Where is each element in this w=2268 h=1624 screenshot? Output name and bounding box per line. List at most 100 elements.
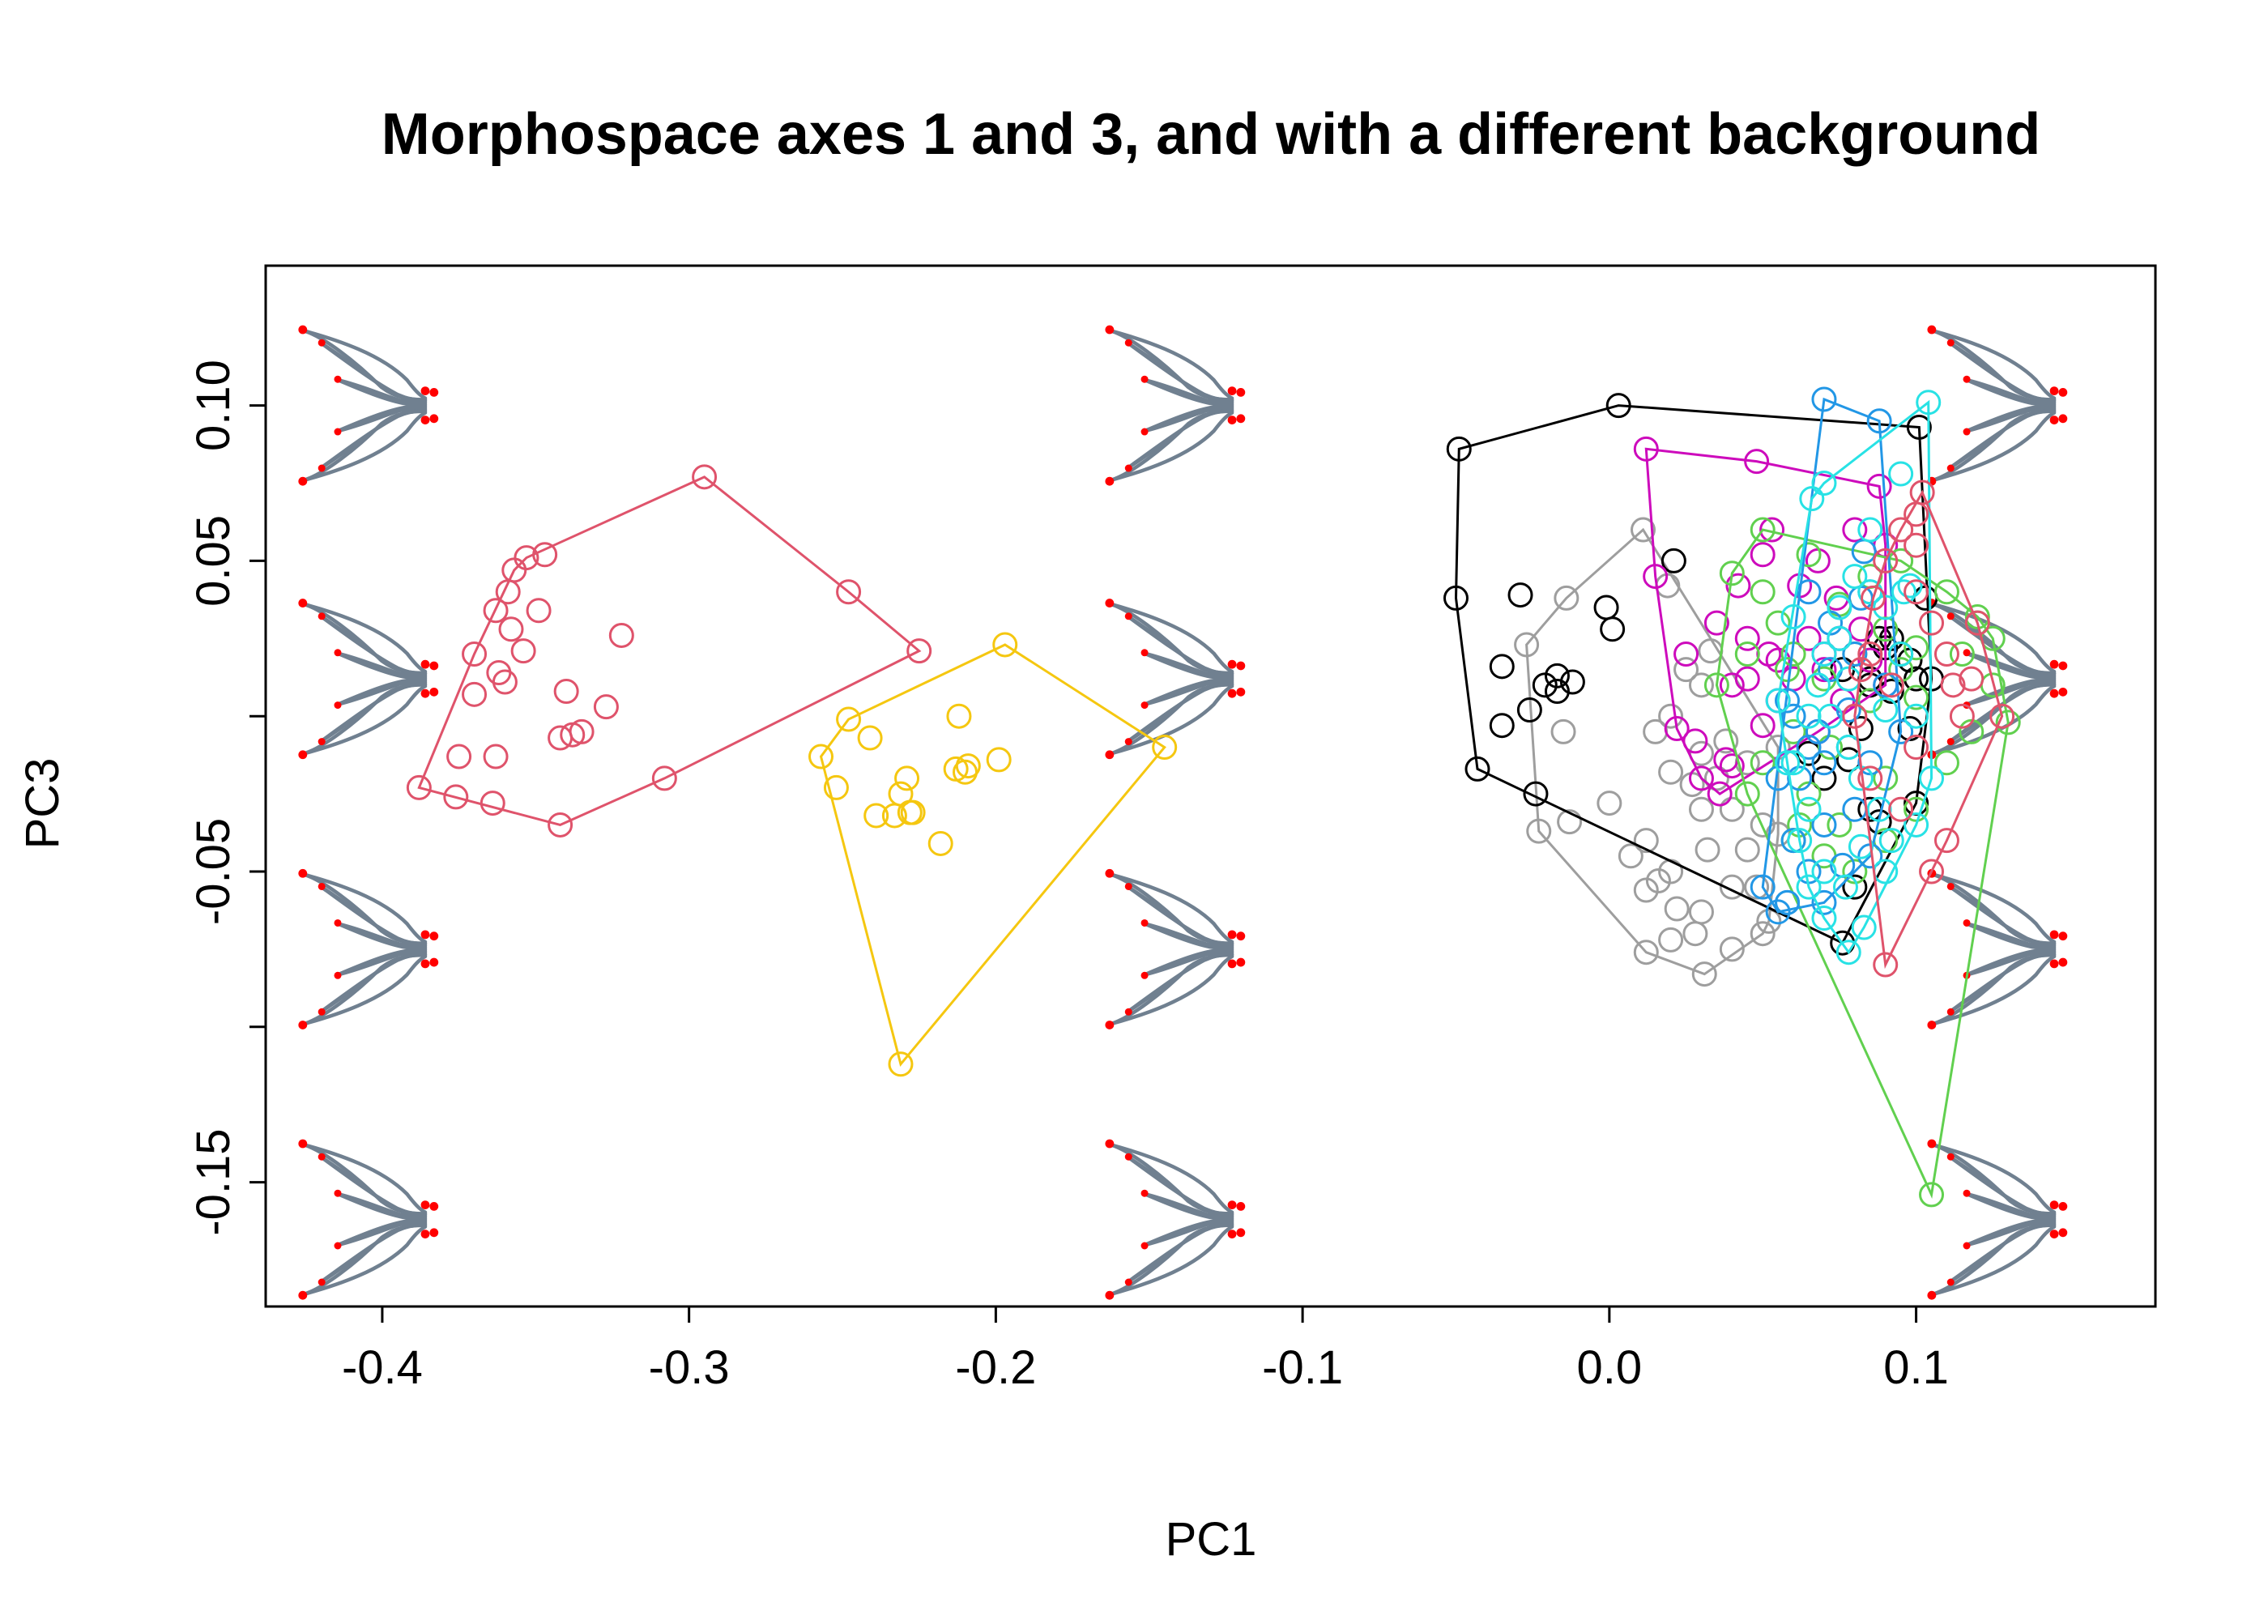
series-6 [1750,386,1914,925]
data-point [1658,927,1684,953]
y-tick-label: 0.05 [187,515,240,607]
data-point [462,641,488,667]
data-point [1719,561,1745,586]
data-point [1919,1182,1945,1208]
data-point [808,744,834,769]
data-point [1660,548,1686,573]
data-point [1152,735,1178,761]
data-point [1842,874,1868,900]
data-point [1796,735,1822,761]
data-point [1940,672,1966,698]
data-point [1964,603,1990,629]
data-point [1904,796,1929,822]
data-point [1796,781,1822,807]
data-point [1780,703,1806,729]
chart-title: Morphospace axes 1 and 3, and with a dif… [382,102,2040,167]
y-tick-label: 0.10 [187,360,240,451]
data-point [1489,713,1515,739]
data-point [593,694,619,720]
data-point [1878,672,1904,698]
data-point [1796,625,1822,651]
data-point [1933,579,1959,605]
data-point [1857,750,1883,776]
data-point [1719,672,1745,698]
data-point [446,744,472,769]
axes: -0.4 -0.3 -0.2 -0.1 0.0 0.1 -0.15 -0.05 0.05 0.10 [187,360,1949,1394]
data-point [857,725,883,751]
data-point [836,706,862,732]
data-point [495,579,521,605]
data-point [1811,906,1837,931]
series-3 [1443,393,1945,956]
data-point [1523,781,1549,807]
data-point [1682,921,1708,947]
data-point [483,598,509,624]
data-point [1827,625,1852,651]
background-shape-0-1 [298,599,438,759]
data-point [532,542,558,568]
data-point [1818,610,1844,636]
data-point [1811,657,1837,683]
data-point [1933,750,1959,776]
data-point [1873,952,1899,978]
data-point [1780,750,1806,776]
data-point [1719,936,1745,962]
data-point [1658,703,1684,729]
data-point [1888,641,1914,667]
plot-frame [264,264,2157,1308]
background-shape-1-1 [1105,599,1245,759]
data-point [1796,542,1822,568]
data-point [1848,716,1874,742]
data-point [1750,713,1776,739]
data-point [955,753,981,779]
data-point [1949,641,1975,667]
data-point [1919,765,1945,791]
data-point [1446,436,1472,462]
x-tick-label: -0.1 [1262,1341,1343,1394]
data-point [1682,728,1708,754]
data-point [1707,781,1733,807]
data-point [1891,579,1916,605]
data-point [1725,573,1751,599]
series-0 [406,464,932,838]
data-point [480,791,505,816]
data-point [1734,625,1760,651]
data-point [1904,579,1929,605]
data-point [1857,688,1883,714]
data-point [1703,610,1729,636]
data-point [1964,610,1990,636]
data-point [881,803,907,829]
data-point [1811,859,1837,884]
data-point [548,725,573,751]
data-point [1799,486,1825,512]
data-point [1873,548,1899,573]
data-point [1811,750,1837,776]
background-shape-1-2 [1105,869,1245,1029]
data-point [1780,828,1806,854]
data-point [1842,703,1868,729]
data-point [608,622,634,648]
data-point [1713,728,1739,754]
data-point [651,765,677,791]
data-point [1796,703,1822,729]
data-point [1631,517,1656,543]
data-point [1888,796,1914,822]
data-point [1787,765,1813,791]
data-point [1695,837,1720,863]
data-point [1848,833,1874,859]
data-point [1550,718,1576,744]
data-point [692,464,718,490]
background-shape-1-3 [1105,1140,1245,1300]
data-point [1888,718,1914,744]
data-point [1842,641,1868,667]
data-point [1805,672,1831,698]
data-point [1618,843,1643,869]
data-point [1933,828,1959,854]
data-point [510,638,536,664]
data-point [1775,889,1801,915]
data-point [1878,828,1904,854]
series-hull [1644,447,1887,795]
data-point [1866,408,1892,434]
data-point [1949,703,1975,729]
data-point [1765,610,1791,636]
